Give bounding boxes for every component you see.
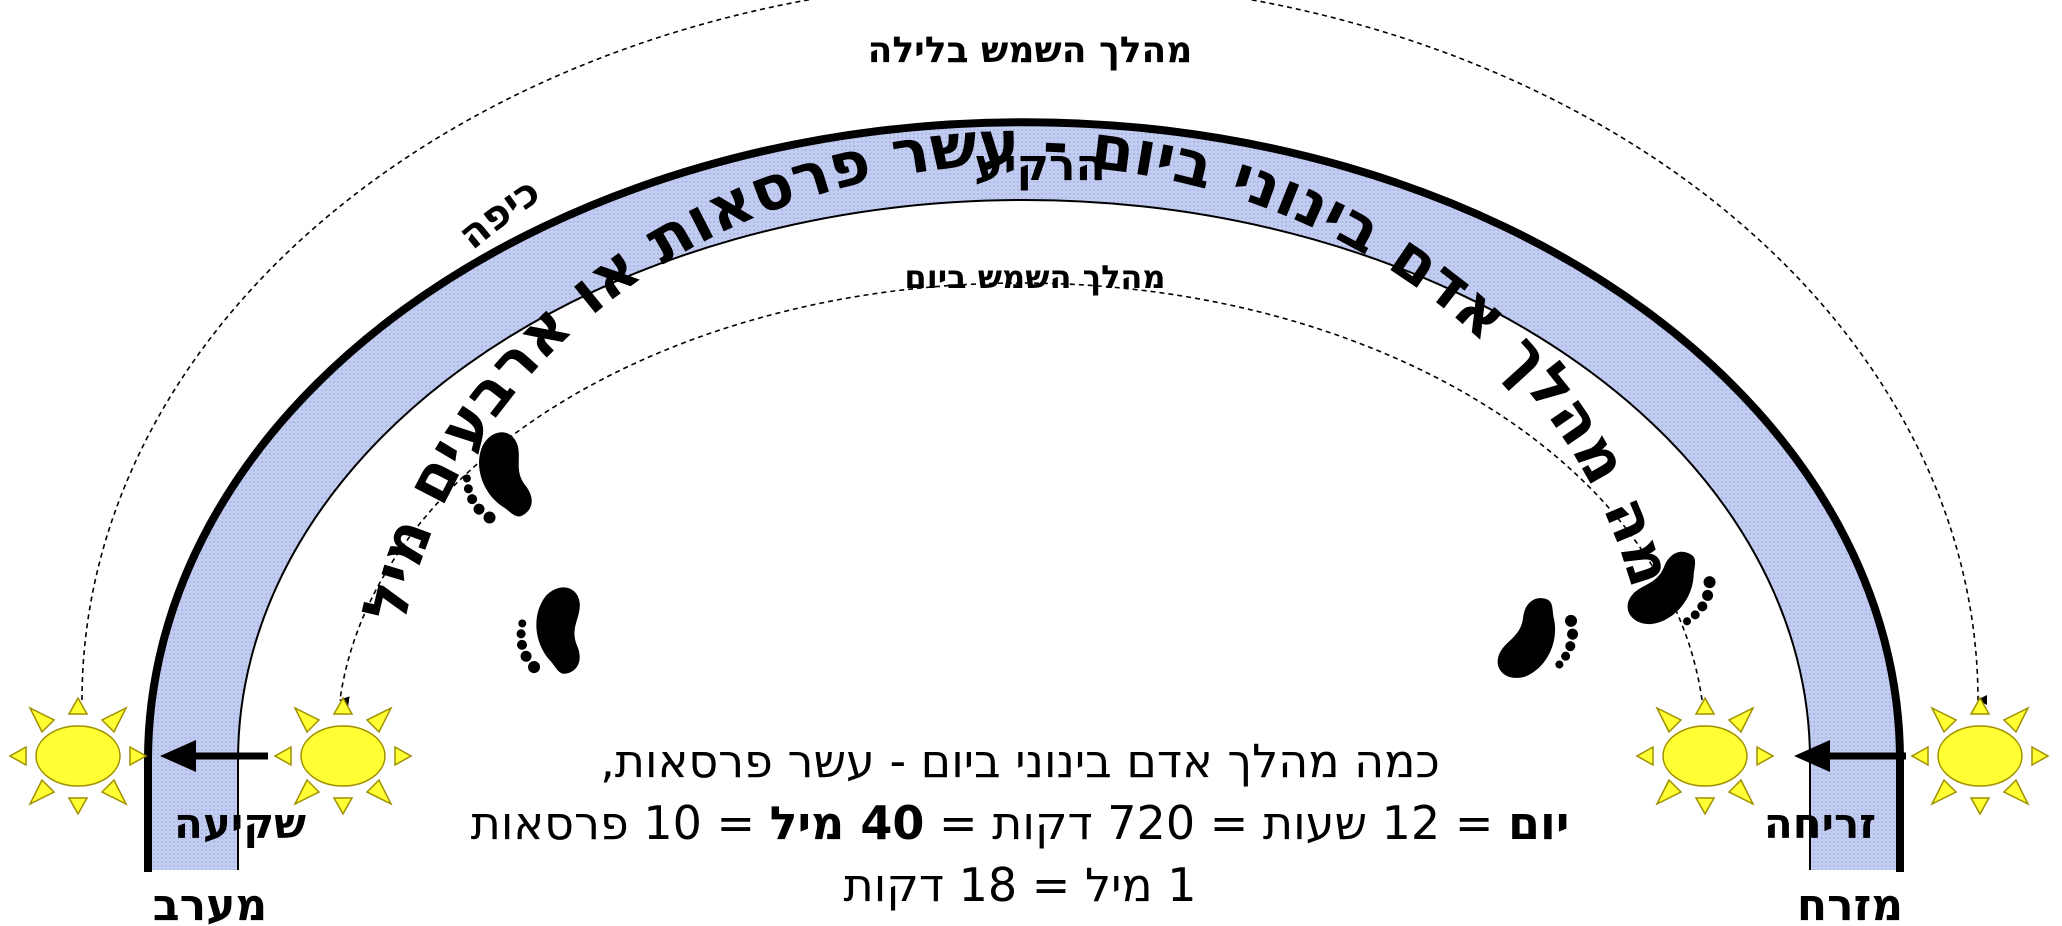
caption-line-1: כמה מהלך אדם בינוני ביום - עשר פרסאות, [600,734,1440,788]
sunset-arrow-icon [160,740,268,772]
footprint-icon [508,584,592,682]
caption-eq-1: = 12 שעות = 720 דקות = [924,796,1508,850]
caption-40-mil: 40 מיל [769,796,925,850]
sunrise-label: זריחה [1764,799,1876,848]
caption-line-3: 1 מיל = 18 דקות [843,858,1197,912]
west-label: מערב [153,880,267,926]
caption-day: יום [1508,796,1570,850]
sun-icon [1636,697,1774,815]
day-path-label: מהלך השמש ביום [904,258,1165,296]
sunrise-arrow-icon [1794,740,1906,772]
firmament-inner-edge [237,199,1811,870]
caption-eq-2: = 10 פרסאות [470,796,770,850]
sun-icon [274,697,412,815]
footprint-icon [1493,590,1588,695]
day-path-arc [339,282,1703,707]
sky-label: הרקיע [974,140,1105,191]
night-path-label: מהלך השמש בלילה [868,30,1193,71]
sun-icon [9,697,147,815]
caption-block: כמה מהלך אדם בינוני ביום - עשר פרסאות, י… [420,730,1620,916]
dome-outer-edge [144,118,1904,872]
east-label: מזרח [1797,880,1903,926]
sun-icon [1911,697,2049,815]
caption-line-2: יום = 12 שעות = 720 דקות = 40 מיל = 10 פ… [420,792,1620,854]
sunset-label: שקיעה [174,799,306,848]
